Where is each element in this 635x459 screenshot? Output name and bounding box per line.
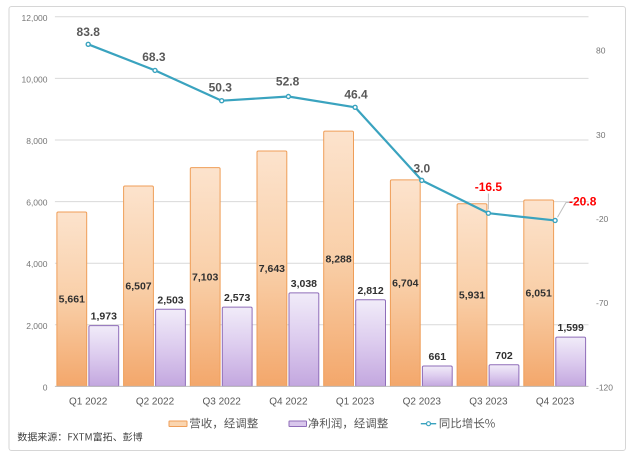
svg-text:10,000: 10,000: [22, 74, 48, 84]
svg-text:68.3: 68.3: [142, 50, 166, 64]
svg-text:50.3: 50.3: [209, 80, 233, 94]
svg-text:-120: -120: [596, 382, 613, 392]
svg-text:30: 30: [596, 130, 606, 140]
svg-text:5,661: 5,661: [59, 294, 85, 306]
svg-text:Q3 2022: Q3 2022: [203, 397, 242, 408]
svg-text:6,000: 6,000: [26, 198, 48, 208]
svg-text:Q1 2022: Q1 2022: [69, 397, 108, 408]
svg-text:83.8: 83.8: [77, 25, 101, 39]
svg-text:52.8: 52.8: [276, 74, 300, 88]
svg-text:46.4: 46.4: [344, 88, 368, 102]
svg-text:661: 661: [429, 351, 447, 363]
svg-text:Q4 2022: Q4 2022: [269, 397, 308, 408]
svg-text:Q2 2022: Q2 2022: [136, 397, 175, 408]
svg-text:6,051: 6,051: [526, 288, 552, 300]
svg-text:Q2 2023: Q2 2023: [403, 397, 442, 408]
svg-text:-20.8: -20.8: [569, 194, 597, 208]
svg-text:-20: -20: [596, 214, 609, 224]
svg-text:Q1 2023: Q1 2023: [336, 397, 375, 408]
svg-text:702: 702: [495, 350, 513, 362]
svg-text:Q4 2023: Q4 2023: [536, 397, 575, 408]
svg-text:-70: -70: [596, 298, 609, 308]
svg-text:6,704: 6,704: [392, 278, 418, 290]
svg-text:3,038: 3,038: [291, 278, 317, 290]
svg-text:2,573: 2,573: [224, 292, 250, 304]
svg-text:12,000: 12,000: [22, 13, 48, 23]
svg-text:8,288: 8,288: [325, 253, 351, 265]
svg-text:5,931: 5,931: [459, 290, 485, 302]
svg-text:7,643: 7,643: [259, 263, 285, 275]
svg-text:6,507: 6,507: [125, 281, 151, 293]
svg-text:1,599: 1,599: [558, 322, 584, 334]
svg-text:4,000: 4,000: [26, 259, 48, 269]
svg-text:3.0: 3.0: [413, 161, 430, 175]
svg-text:0: 0: [43, 382, 48, 392]
svg-text:2,503: 2,503: [157, 294, 183, 306]
svg-text:-16.5: -16.5: [475, 180, 503, 194]
svg-text:2,812: 2,812: [357, 285, 383, 297]
svg-text:1,973: 1,973: [91, 311, 117, 323]
svg-text:2,000: 2,000: [26, 321, 48, 331]
svg-text:7,103: 7,103: [192, 272, 218, 284]
svg-text:8,000: 8,000: [26, 136, 48, 146]
svg-text:80: 80: [596, 46, 606, 56]
svg-text:Q3 2023: Q3 2023: [469, 397, 508, 408]
